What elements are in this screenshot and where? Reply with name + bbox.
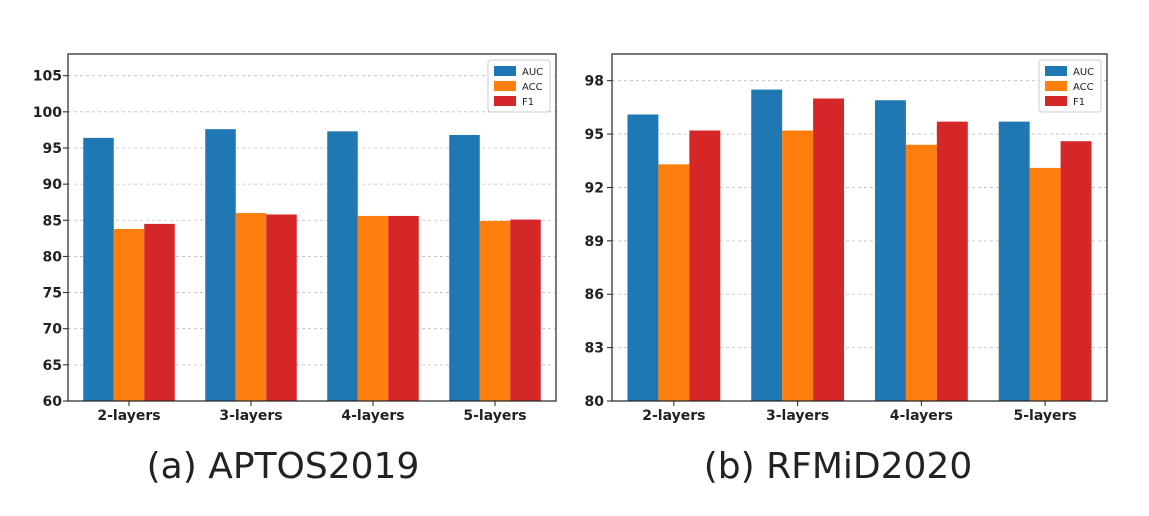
bar-acc <box>782 130 814 401</box>
legend-label-f1: F1 <box>1073 97 1085 108</box>
bar-auc <box>83 137 114 401</box>
bar-auc <box>627 114 659 401</box>
bar-f1 <box>1060 141 1092 401</box>
y-tick-label: 80 <box>585 394 605 410</box>
bar-acc <box>113 228 145 401</box>
legend: AUC ACC F1 <box>1038 59 1102 113</box>
bar-f1 <box>936 121 968 401</box>
bar-acc <box>1029 167 1061 401</box>
bar-acc <box>658 164 690 401</box>
legend-label-auc: AUC <box>522 67 543 78</box>
y-tick-label: 95 <box>43 141 62 157</box>
y-tick-label: 92 <box>585 180 604 196</box>
y-tick-label: 65 <box>43 358 62 374</box>
chart-caption: (a) APTOS2019 <box>147 446 420 487</box>
chart-rfmid2020: 80 83 86 89 92 95 98 2-layers 3-layers 4-layers 5-… <box>585 53 1108 487</box>
legend-swatch-auc <box>1045 66 1067 76</box>
bar-acc <box>357 215 389 401</box>
y-tick-label: 98 <box>585 74 604 90</box>
legend-label-auc: AUC <box>1073 67 1094 78</box>
legend-swatch-acc <box>1045 81 1067 91</box>
bar-auc <box>327 131 358 401</box>
chart-aptos2019: 60 65 70 75 80 85 90 95 100 105 2-layers 3-layers 4-… <box>33 53 557 487</box>
plot-frame <box>67 53 557 402</box>
chart-caption: (b) RFMiD2020 <box>704 446 973 487</box>
bar-auc <box>751 89 783 401</box>
plot-frame <box>611 53 1108 402</box>
x-tick-label: 4-layers <box>341 408 404 424</box>
y-tick-label: 86 <box>585 287 604 303</box>
bar-acc <box>235 213 267 401</box>
y-tick-label: 105 <box>33 69 62 85</box>
x-tick-label: 5-layers <box>1014 408 1077 424</box>
bar-f1 <box>266 214 297 401</box>
x-tick-label: 3-layers <box>219 408 282 424</box>
bar-f1 <box>388 215 419 401</box>
x-tick-label: 5-layers <box>463 408 526 424</box>
bar-f1 <box>144 223 175 401</box>
y-tick-label: 100 <box>33 105 62 121</box>
y-tick-label: 80 <box>43 249 63 265</box>
legend: AUC ACC F1 <box>487 59 551 113</box>
legend-swatch-f1 <box>494 96 516 106</box>
y-tick-label: 75 <box>43 286 62 302</box>
y-tick-label: 85 <box>43 213 62 229</box>
x-tick-label: 3-layers <box>766 408 829 424</box>
legend-label-acc: ACC <box>522 82 543 93</box>
y-tick-label: 70 <box>43 322 63 338</box>
y-tick-label: 90 <box>43 177 63 193</box>
bar-f1 <box>813 98 845 401</box>
bar-auc <box>449 134 480 401</box>
legend-label-acc: ACC <box>1073 82 1094 93</box>
legend-swatch-auc <box>494 66 516 76</box>
x-tick-label: 4-layers <box>890 408 953 424</box>
y-tick-label: 60 <box>43 394 63 410</box>
bar-f1 <box>689 130 721 401</box>
bar-auc <box>205 129 236 401</box>
legend-swatch-f1 <box>1045 96 1067 106</box>
y-tick-label: 83 <box>585 341 604 357</box>
x-tick-label: 2-layers <box>642 408 705 424</box>
bar-acc <box>905 144 937 401</box>
legend-swatch-acc <box>494 81 516 91</box>
bar-acc <box>479 220 511 401</box>
x-tick-label: 2-layers <box>97 408 160 424</box>
bar-f1 <box>510 219 541 401</box>
bar-auc <box>998 121 1030 401</box>
legend-label-f1: F1 <box>522 97 534 108</box>
y-tick-label: 95 <box>585 127 604 143</box>
bar-auc <box>874 100 906 402</box>
y-tick-label: 89 <box>585 234 604 250</box>
